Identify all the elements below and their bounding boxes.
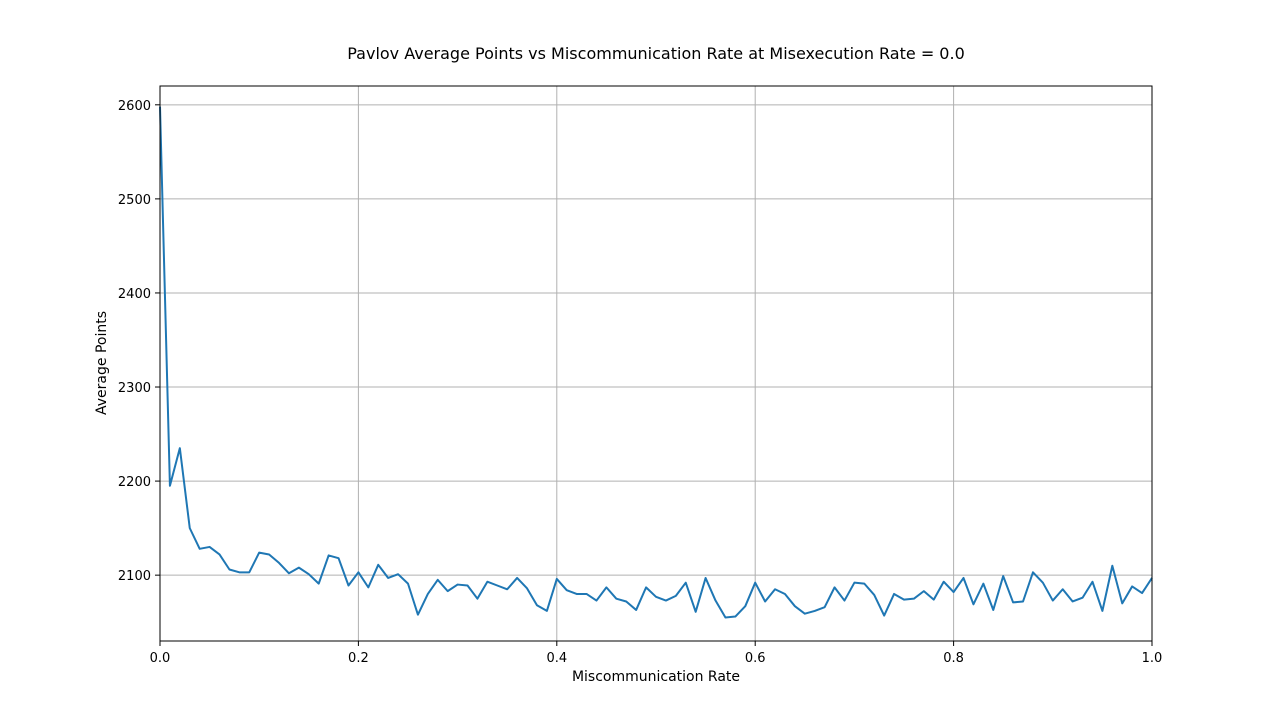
y-axis-label: Average Points bbox=[94, 311, 110, 415]
series-layer bbox=[159, 106, 1153, 619]
x-tick-label: 0.8 bbox=[943, 651, 964, 666]
y-ticks: 2100 2200 2300 2400 2500 2600 bbox=[118, 99, 160, 584]
y-tick-label: 2400 bbox=[118, 287, 151, 302]
chart-title: Pavlov Average Points vs Miscommunicatio… bbox=[347, 44, 965, 63]
x-tick-label: 0.6 bbox=[745, 651, 766, 666]
x-ticks: 0.0 0.2 0.4 0.6 0.8 1.0 bbox=[150, 641, 1163, 666]
y-tick-label: 2100 bbox=[118, 569, 151, 584]
x-axis-label: Miscommunication Rate bbox=[572, 669, 740, 685]
y-tick-label: 2500 bbox=[118, 193, 151, 208]
y-tick-label: 2200 bbox=[118, 475, 151, 490]
x-tick-label: 0.4 bbox=[546, 651, 567, 666]
y-tick-label: 2600 bbox=[118, 99, 151, 114]
x-tick-label: 0.0 bbox=[150, 651, 171, 666]
series-line bbox=[159, 106, 1153, 619]
x-tick-label: 0.2 bbox=[348, 651, 369, 666]
plot-frame bbox=[159, 85, 1153, 642]
y-tick-label: 2300 bbox=[118, 381, 151, 396]
x-tick-label: 1.0 bbox=[1142, 651, 1163, 666]
